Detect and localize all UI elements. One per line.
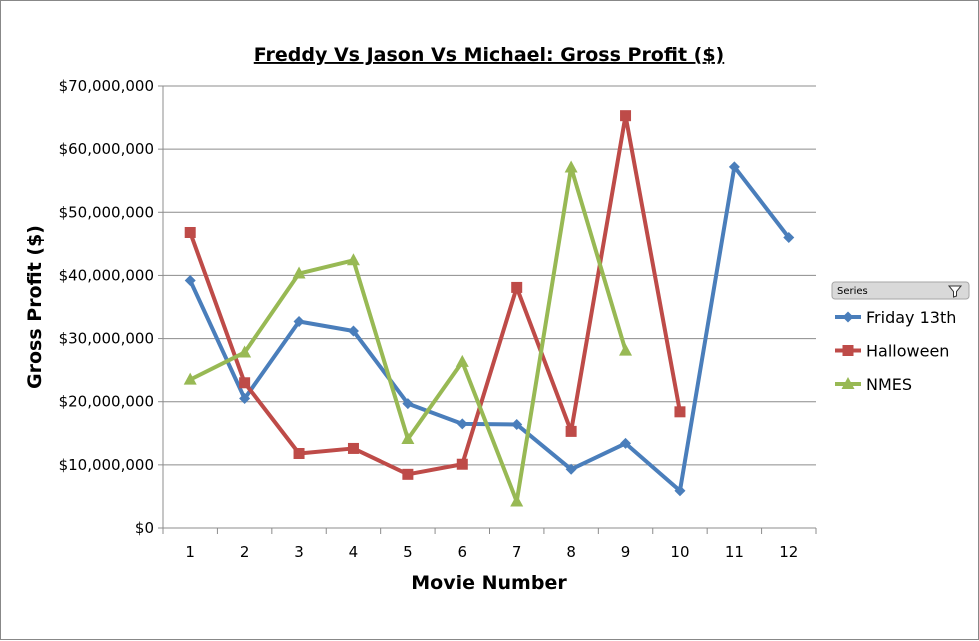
series-line [188,164,791,493]
data-point-diamond [620,437,632,449]
y-tick-label: $40,000,000 [59,266,154,284]
legend-label: Halloween [866,342,949,361]
data-point-square [456,458,468,470]
legend-label: Friday 13th [866,308,956,327]
data-point-square [620,110,632,122]
x-tick-label: 5 [403,543,413,561]
data-point-diamond [565,463,577,475]
x-axis-ticks: 1 2 3 4 5 6 7 8 9 10 11 12 [162,528,817,561]
legend-item: Halloween [835,342,949,361]
legend-header-label: Series [837,286,868,297]
series-friday-13th [184,161,795,497]
data-point-triangle [183,372,197,385]
series-line [189,165,628,504]
legend-item: NMES [835,375,912,394]
data-point-square [511,281,523,293]
data-point-square [674,406,686,418]
y-tick-label: $20,000,000 [59,393,154,411]
data-point-triangle [510,494,524,507]
series-halloween [184,110,686,480]
x-axis-title: Movie Number [411,572,567,594]
data-point-diamond [293,316,305,328]
data-point-diamond [842,311,854,323]
data-point-diamond [239,393,251,405]
y-axis-title: Gross Profit ($) [24,225,46,389]
data-point-diamond [402,398,414,410]
series-group [183,110,795,507]
series-line [188,113,682,477]
data-point-diamond [184,274,196,286]
data-point-diamond [456,418,468,430]
data-point-diamond [728,161,740,173]
y-tick-label: $10,000,000 [59,456,154,474]
legend: Series Friday 13th Halloween NMES [831,281,970,394]
x-tick-label: 6 [458,543,468,561]
axes [162,86,816,529]
x-tick-label: 9 [621,543,631,561]
x-tick-label: 8 [566,543,576,561]
data-point-square [347,442,359,454]
chart-title: Freddy Vs Jason Vs Michael: Gross Profit… [254,44,724,66]
legend-item: Friday 13th [835,308,956,327]
y-axis-ticks: $0 $10,000,000 $20,000,000 $30,000,000 $40,0… [59,77,163,537]
y-tick-label: $50,000,000 [59,203,154,221]
data-point-triangle [619,343,633,356]
data-point-square [565,425,577,437]
y-tick-label: $60,000,000 [59,140,154,158]
y-tick-label: $70,000,000 [59,77,154,95]
legend-header[interactable] [831,281,970,300]
data-point-square [293,447,305,459]
data-point-triangle [564,160,578,173]
legend-items: Friday 13th Halloween NMES [835,308,956,394]
y-tick-label: $0 [135,519,154,537]
data-point-diamond [511,418,523,430]
data-point-triangle [455,354,469,367]
x-tick-label: 1 [185,543,195,561]
data-point-triangle [401,431,415,444]
x-tick-label: 7 [512,543,522,561]
gridlines [163,85,816,466]
x-tick-label: 12 [779,543,798,561]
data-point-square [402,468,414,480]
filter-icon[interactable] [947,285,963,298]
data-point-square [842,345,854,356]
series-nmes [183,160,633,507]
x-tick-label: 10 [670,543,689,561]
x-tick-label: 4 [349,543,359,561]
data-point-triangle [238,345,252,358]
x-tick-label: 3 [294,543,304,561]
data-point-diamond [783,232,795,244]
data-point-triangle [292,266,306,279]
x-tick-label: 2 [240,543,250,561]
y-tick-label: $30,000,000 [59,330,154,348]
x-tick-label: 11 [725,543,744,561]
data-point-triangle [346,253,360,266]
data-point-diamond [347,325,359,337]
data-point-square [239,377,251,389]
legend-label: NMES [866,375,912,394]
data-point-triangle [841,377,855,389]
data-point-square [184,226,196,238]
data-point-diamond [674,485,686,497]
